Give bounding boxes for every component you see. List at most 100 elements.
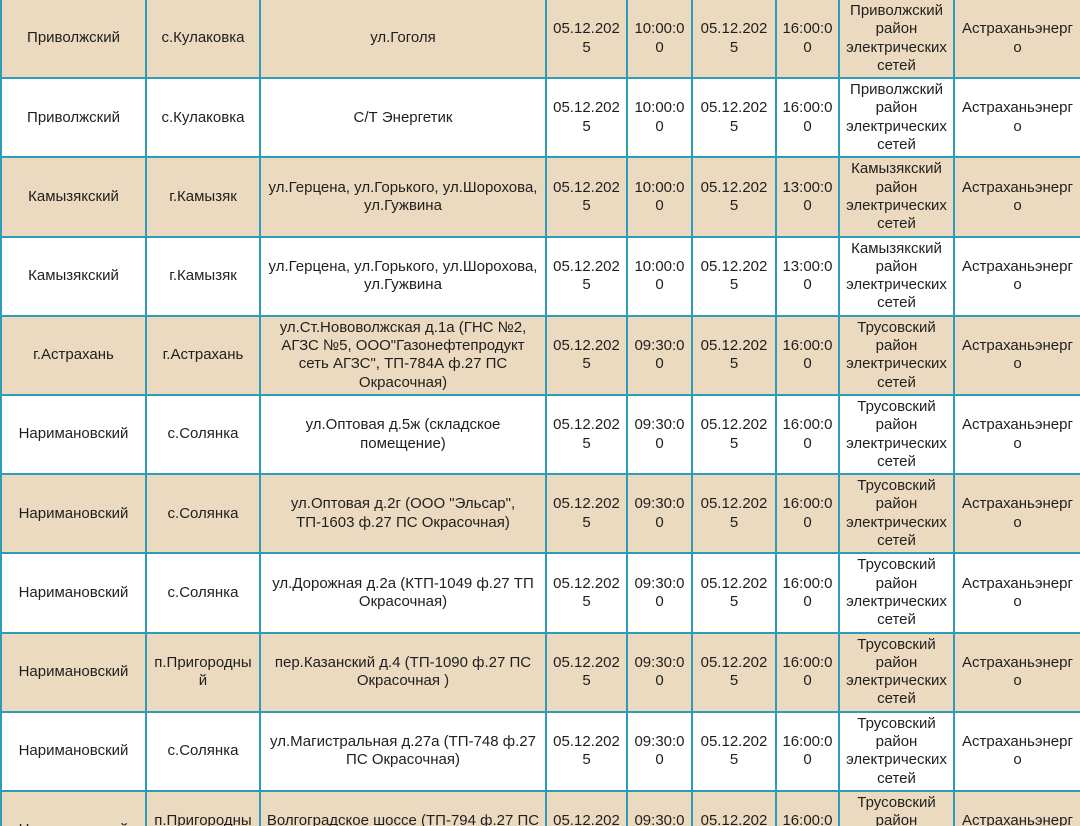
cell-time-start: 09:30:00: [626, 393, 693, 476]
cell-organization: Астраханьэнерго: [953, 393, 1080, 476]
cell-res-branch: Приволжский район электрических сетей: [838, 77, 955, 159]
cell-district: Наримановский: [0, 552, 147, 634]
table-row: Наримановский с.Солянка ул.Магистральная…: [0, 710, 1080, 792]
cell-date-start: 05.12.2025: [545, 473, 628, 555]
table-row: г.Астрахань г.Астрахань ул.Ст.Нововолжск…: [0, 314, 1080, 396]
cell-organization: Астраханьэнерго: [953, 235, 1080, 317]
cell-time-start: 09:30:00: [626, 473, 693, 555]
cell-streets: пер.Казанский д.4 (ТП-1090 ф.27 ПС Окрас…: [259, 631, 547, 713]
cell-date-end: 05.12.2025: [691, 156, 777, 238]
cell-date-end: 05.12.2025: [691, 631, 777, 713]
cell-organization: Астраханьэнерго: [953, 473, 1080, 555]
cell-settlement: п.Пригородный: [145, 631, 261, 713]
cell-district: Наримановский: [0, 789, 147, 826]
cell-res-branch: Камызякский район электрических сетей: [838, 235, 955, 317]
cell-district: Приволжский: [0, 0, 147, 80]
cell-time-start: 09:30:00: [626, 710, 693, 792]
cell-date-end: 05.12.2025: [691, 710, 777, 792]
table-row: Наримановский с.Солянка ул.Дорожная д.2а…: [0, 552, 1080, 634]
cell-organization: Астраханьэнерго: [953, 789, 1080, 826]
cell-streets: ул.Герцена, ул.Горького, ул.Шорохова, ул…: [259, 235, 547, 317]
cell-time-end: 16:00:00: [775, 473, 840, 555]
cell-time-start: 10:00:00: [626, 235, 693, 317]
cell-time-end: 16:00:00: [775, 789, 840, 826]
cell-district: Камызякский: [0, 156, 147, 238]
cell-time-start: 10:00:00: [626, 0, 693, 80]
table-row: Камызякский г.Камызяк ул.Герцена, ул.Гор…: [0, 235, 1080, 317]
cell-time-start: 09:30:00: [626, 789, 693, 826]
table-row: Наримановский с.Солянка ул.Оптовая д.5ж …: [0, 393, 1080, 476]
cell-res-branch: Приволжский район электрических сетей: [838, 0, 955, 80]
cell-time-start: 09:30:00: [626, 314, 693, 396]
cell-date-start: 05.12.2025: [545, 314, 628, 396]
cell-time-end: 16:00:00: [775, 393, 840, 476]
cell-settlement: г.Камызяк: [145, 235, 261, 317]
cell-streets: ул.Оптовая д.2г (ООО "Эльсар", ТП-1603 ф…: [259, 473, 547, 555]
cell-time-start: 09:30:00: [626, 631, 693, 713]
cell-streets: ул.Магистральная д.27а (ТП-748 ф.27 ПС О…: [259, 710, 547, 792]
table-row: Наримановский с.Солянка ул.Оптовая д.2г …: [0, 473, 1080, 555]
cell-time-end: 16:00:00: [775, 314, 840, 396]
cell-settlement: с.Кулаковка: [145, 0, 261, 80]
cell-organization: Астраханьэнерго: [953, 77, 1080, 159]
cell-settlement: г.Камызяк: [145, 156, 261, 238]
cell-district: Наримановский: [0, 473, 147, 555]
cell-organization: Астраханьэнерго: [953, 552, 1080, 634]
cell-organization: Астраханьэнерго: [953, 631, 1080, 713]
cell-res-branch: Трусовский район электрических сетей: [838, 710, 955, 792]
cell-date-start: 05.12.2025: [545, 789, 628, 826]
cell-streets: С/Т Энергетик: [259, 77, 547, 159]
cell-settlement: п.Пригородный: [145, 789, 261, 826]
cell-time-start: 09:30:00: [626, 552, 693, 634]
cell-res-branch: Камызякский район электрических сетей: [838, 156, 955, 238]
cell-streets: ул.Оптовая д.5ж (складское помещение): [259, 393, 547, 476]
cell-date-start: 05.12.2025: [545, 393, 628, 476]
cell-res-branch: Трусовский район электрических сетей: [838, 473, 955, 555]
table-row: Наримановский п.Пригородный Волгоградско…: [0, 789, 1080, 826]
cell-date-start: 05.12.2025: [545, 552, 628, 634]
cell-date-end: 05.12.2025: [691, 552, 777, 634]
cell-time-end: 16:00:00: [775, 710, 840, 792]
cell-district: Наримановский: [0, 631, 147, 713]
table-row: Наримановский п.Пригородный пер.Казански…: [0, 631, 1080, 713]
cell-organization: Астраханьэнерго: [953, 0, 1080, 80]
cell-date-start: 05.12.2025: [545, 710, 628, 792]
cell-date-start: 05.12.2025: [545, 156, 628, 238]
cell-organization: Астраханьэнерго: [953, 710, 1080, 792]
cell-time-end: 16:00:00: [775, 552, 840, 634]
cell-time-end: 16:00:00: [775, 0, 840, 80]
cell-date-end: 05.12.2025: [691, 393, 777, 476]
cell-date-end: 05.12.2025: [691, 77, 777, 159]
cell-time-end: 16:00:00: [775, 631, 840, 713]
cell-settlement: г.Астрахань: [145, 314, 261, 396]
cell-res-branch: Трусовский район электрических сетей: [838, 631, 955, 713]
cell-res-branch: Трусовский район электрических сетей: [838, 314, 955, 396]
cell-settlement: с.Солянка: [145, 710, 261, 792]
cell-organization: Астраханьэнерго: [953, 314, 1080, 396]
cell-organization: Астраханьэнерго: [953, 156, 1080, 238]
cell-settlement: с.Солянка: [145, 393, 261, 476]
cell-time-end: 16:00:00: [775, 77, 840, 159]
table-row: Приволжский с.Кулаковка ул.Гоголя 05.12.…: [0, 0, 1080, 80]
cell-settlement: с.Солянка: [145, 473, 261, 555]
cell-time-end: 13:00:00: [775, 156, 840, 238]
table-row: Камызякский г.Камызяк ул.Герцена, ул.Гор…: [0, 156, 1080, 238]
table-row: Приволжский с.Кулаковка С/Т Энергетик 05…: [0, 77, 1080, 159]
cell-res-branch: Трусовский район электрических сетей: [838, 393, 955, 476]
cell-streets: Волгоградское шоссе (ТП-794 ф.27 ПС Окра…: [259, 789, 547, 826]
cell-district: Наримановский: [0, 710, 147, 792]
cell-district: Камызякский: [0, 235, 147, 317]
cell-streets: ул.Дорожная д.2а (КТП-1049 ф.27 ТП Окрас…: [259, 552, 547, 634]
cell-time-end: 13:00:00: [775, 235, 840, 317]
cell-date-end: 05.12.2025: [691, 473, 777, 555]
cell-time-start: 10:00:00: [626, 77, 693, 159]
cell-settlement: с.Кулаковка: [145, 77, 261, 159]
cell-date-end: 05.12.2025: [691, 314, 777, 396]
cell-streets: ул.Гоголя: [259, 0, 547, 80]
cell-settlement: с.Солянка: [145, 552, 261, 634]
cell-date-end: 05.12.2025: [691, 789, 777, 826]
cell-district: Наримановский: [0, 393, 147, 476]
cell-time-start: 10:00:00: [626, 156, 693, 238]
